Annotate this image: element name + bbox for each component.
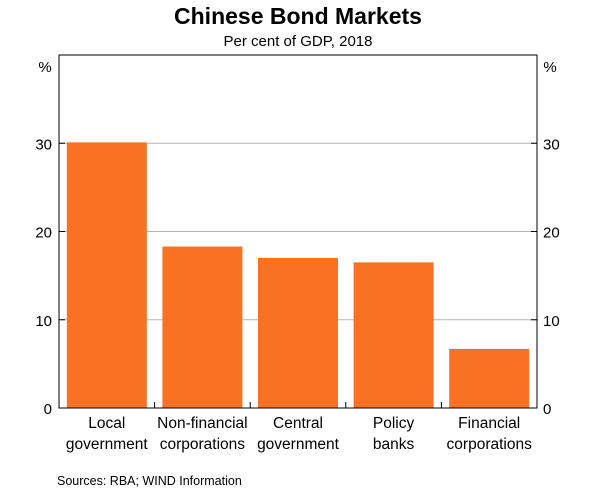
chart-subtitle: Per cent of GDP, 2018 [224,33,373,50]
category-label: banks [373,436,415,453]
y-tick-right: 0 [543,401,551,418]
axis-ticks: 0 0 10 10 20 20 30 30 [35,136,559,418]
bar-2 [258,257,338,408]
y-tick-left: 30 [35,136,52,153]
category-labels: Local government Non-financial corporations… [66,415,532,453]
category-label: corporations [160,436,246,453]
source-note: Sources: RBA; WIND Information [57,474,242,488]
category-label: Non-financial [157,415,247,432]
category-label: government [66,436,149,453]
y-axis-unit-left: % [38,59,51,76]
bar-0 [66,142,147,408]
category-label: Local [88,415,125,432]
y-tick-left: 0 [44,401,52,418]
category-label: Central [273,415,323,432]
y-axis-unit-right: % [543,59,556,76]
bar-1 [162,246,243,408]
bar-4 [449,348,530,408]
y-tick-right: 10 [543,313,560,330]
y-tick-left: 10 [35,313,52,330]
bars [66,142,530,408]
category-label: corporations [447,436,533,453]
category-label: Financial [458,415,520,432]
bar-3 [353,262,434,408]
category-label: government [257,436,340,453]
y-tick-right: 20 [543,225,560,242]
category-label: Policy [373,415,415,432]
y-tick-right: 30 [543,136,560,153]
chart-title: Chinese Bond Markets [174,3,422,29]
y-tick-left: 20 [35,225,52,242]
